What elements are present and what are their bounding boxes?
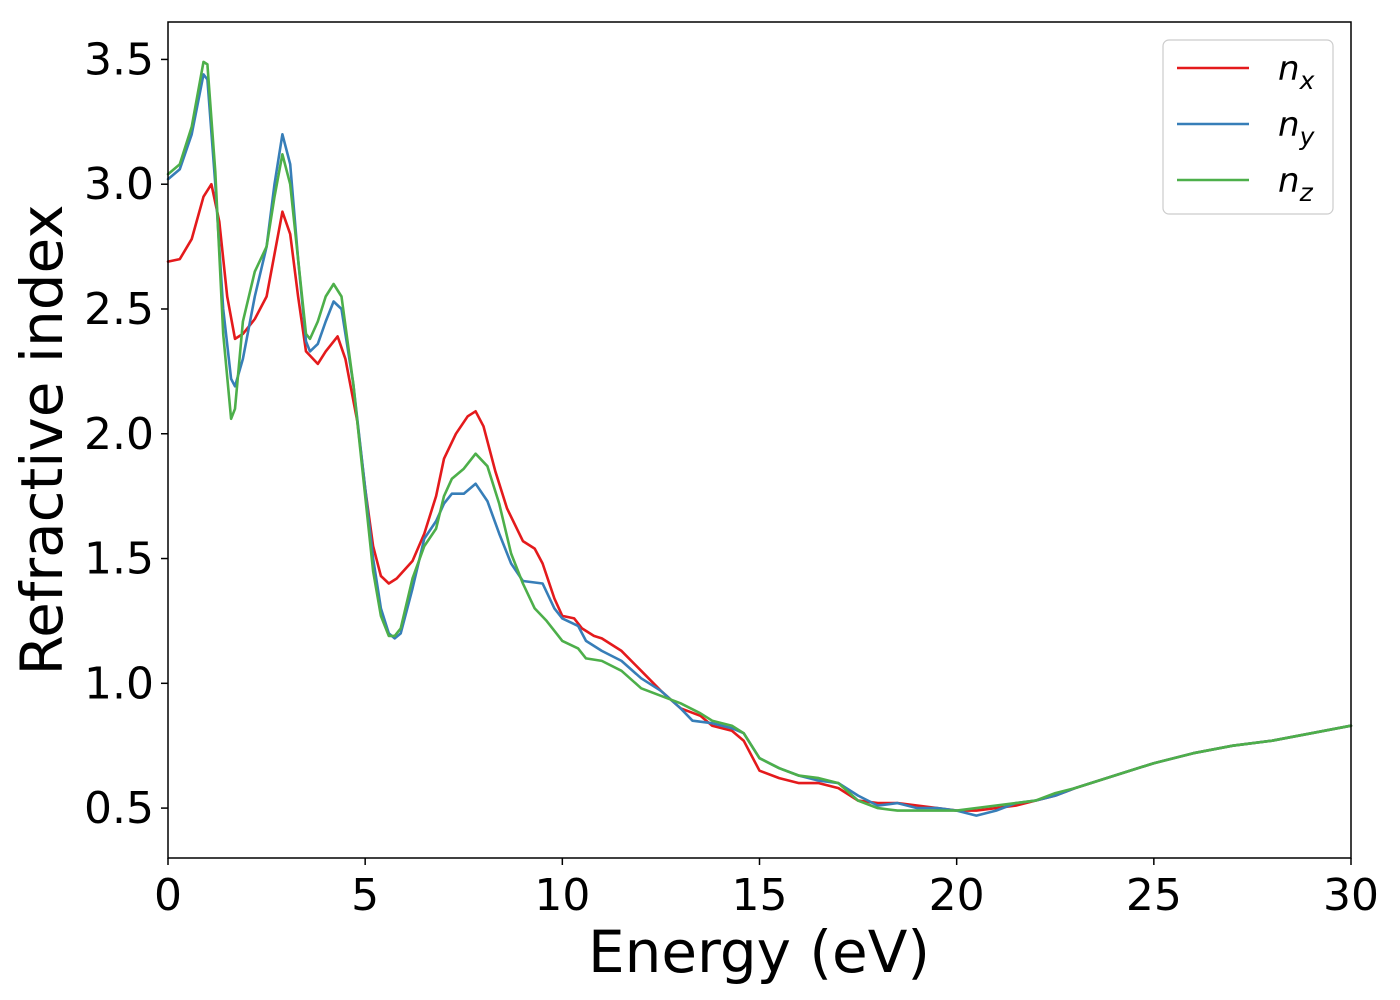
legend-box: [1162, 39, 1334, 215]
y-tick-label: 1.5: [84, 534, 154, 585]
y-tick-label: 3.5: [84, 34, 154, 85]
x-tick-label: 25: [1126, 870, 1182, 921]
series-line-nx: [166, 182, 1353, 812]
y-tick-label: 2.5: [84, 284, 154, 335]
legend-label-ny: ny: [1278, 105, 1316, 151]
legend-label-nx: nx: [1278, 49, 1315, 95]
legend: nx ny nz: [1162, 39, 1334, 215]
x-tick-label: 5: [351, 870, 379, 921]
y-axis-title: Refractive index: [8, 204, 76, 675]
legend-label-nz: nz: [1278, 161, 1314, 207]
y-tick-label: 3.0: [84, 159, 154, 210]
y-axis-ticks: 0.5 1.0 1.5 2.0 2.5 3.0 3.5: [84, 34, 168, 834]
x-axis-ticks: 0 5 10 15 20 25 30: [154, 858, 1379, 921]
x-tick-label: 10: [534, 870, 590, 921]
series-layer: [166, 60, 1353, 817]
x-tick-label: 0: [154, 870, 182, 921]
series-line-nz: [166, 60, 1353, 812]
y-tick-label: 1.0: [84, 658, 154, 709]
x-tick-label: 20: [929, 870, 985, 921]
x-axis-title: Energy (eV): [588, 918, 930, 986]
x-tick-label: 30: [1323, 870, 1379, 921]
y-tick-label: 0.5: [84, 783, 154, 834]
y-tick-label: 2.0: [84, 409, 154, 460]
x-tick-label: 15: [732, 870, 788, 921]
